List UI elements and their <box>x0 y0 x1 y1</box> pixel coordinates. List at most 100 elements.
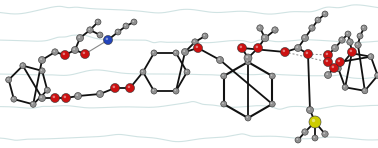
Circle shape <box>310 26 312 28</box>
Circle shape <box>95 19 101 25</box>
Circle shape <box>76 34 84 41</box>
Circle shape <box>192 39 198 45</box>
Circle shape <box>273 28 275 30</box>
Circle shape <box>306 52 308 54</box>
Circle shape <box>258 26 260 28</box>
Circle shape <box>261 34 269 42</box>
Circle shape <box>21 64 23 66</box>
Circle shape <box>196 46 198 48</box>
Circle shape <box>240 46 242 48</box>
Circle shape <box>315 17 321 23</box>
Circle shape <box>337 67 338 69</box>
Circle shape <box>348 50 354 56</box>
Circle shape <box>78 36 80 38</box>
Circle shape <box>254 44 262 53</box>
Circle shape <box>40 58 42 60</box>
Circle shape <box>73 48 75 50</box>
Circle shape <box>324 71 332 78</box>
Circle shape <box>296 46 298 48</box>
Circle shape <box>221 101 227 107</box>
Circle shape <box>347 39 353 45</box>
Circle shape <box>222 74 224 76</box>
Circle shape <box>62 94 71 103</box>
Circle shape <box>53 50 55 52</box>
Circle shape <box>32 103 33 104</box>
Circle shape <box>322 11 328 17</box>
Circle shape <box>246 116 248 118</box>
Circle shape <box>51 94 59 103</box>
Circle shape <box>312 119 315 122</box>
Circle shape <box>340 38 342 40</box>
Circle shape <box>184 69 190 75</box>
Circle shape <box>218 58 220 60</box>
Circle shape <box>313 136 315 138</box>
Circle shape <box>363 89 365 91</box>
Circle shape <box>39 95 45 102</box>
Circle shape <box>81 49 90 58</box>
Circle shape <box>257 25 263 31</box>
Circle shape <box>128 86 130 88</box>
Circle shape <box>358 34 360 36</box>
Circle shape <box>271 74 272 76</box>
Circle shape <box>46 89 47 90</box>
Circle shape <box>76 94 78 96</box>
Circle shape <box>104 36 113 45</box>
Circle shape <box>296 138 298 140</box>
Circle shape <box>322 131 328 137</box>
Circle shape <box>152 51 154 53</box>
Circle shape <box>222 102 224 104</box>
Circle shape <box>244 54 252 62</box>
Circle shape <box>174 51 176 53</box>
Circle shape <box>88 28 90 30</box>
Circle shape <box>6 77 12 83</box>
Circle shape <box>355 42 361 48</box>
Circle shape <box>342 84 348 90</box>
Circle shape <box>369 55 371 57</box>
Circle shape <box>151 50 157 56</box>
Circle shape <box>283 50 285 52</box>
Circle shape <box>347 48 356 57</box>
Circle shape <box>309 25 315 31</box>
Circle shape <box>330 63 339 73</box>
Circle shape <box>116 30 118 32</box>
Circle shape <box>60 50 70 59</box>
Circle shape <box>202 33 208 39</box>
Circle shape <box>174 89 176 91</box>
Circle shape <box>71 46 79 53</box>
Circle shape <box>245 59 251 65</box>
Circle shape <box>272 27 278 33</box>
Circle shape <box>294 45 302 52</box>
Circle shape <box>131 19 137 25</box>
Circle shape <box>173 88 179 94</box>
Circle shape <box>53 96 55 98</box>
Circle shape <box>280 48 290 57</box>
Circle shape <box>309 116 321 128</box>
Circle shape <box>362 88 368 94</box>
Circle shape <box>96 90 104 98</box>
Circle shape <box>316 18 318 20</box>
Circle shape <box>363 26 364 28</box>
Circle shape <box>332 66 334 68</box>
Circle shape <box>98 92 100 94</box>
Circle shape <box>350 50 352 52</box>
Circle shape <box>181 49 189 56</box>
Circle shape <box>30 101 36 107</box>
Circle shape <box>344 86 345 87</box>
Circle shape <box>110 83 119 92</box>
Circle shape <box>346 32 348 34</box>
Circle shape <box>338 60 340 62</box>
Circle shape <box>303 130 305 132</box>
Circle shape <box>356 43 358 45</box>
Circle shape <box>302 34 308 41</box>
Circle shape <box>221 73 227 79</box>
Circle shape <box>361 25 367 31</box>
Circle shape <box>325 60 328 62</box>
Circle shape <box>39 68 45 74</box>
Circle shape <box>140 69 146 75</box>
Circle shape <box>339 37 345 43</box>
Circle shape <box>368 54 374 60</box>
Circle shape <box>194 44 203 53</box>
Circle shape <box>348 40 350 42</box>
Circle shape <box>203 34 205 36</box>
Circle shape <box>325 53 328 55</box>
